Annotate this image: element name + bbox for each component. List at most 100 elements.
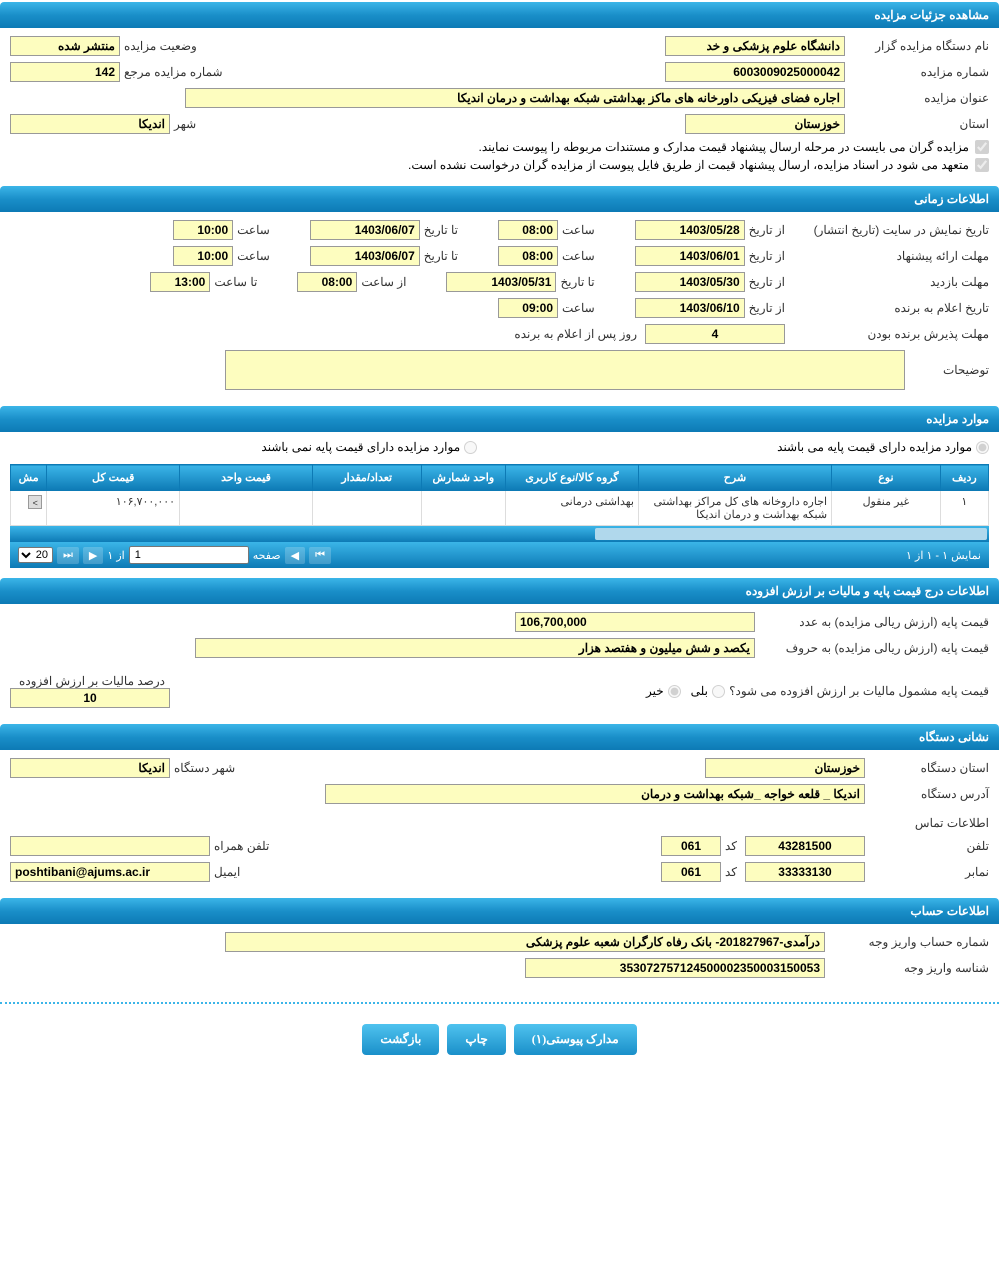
th-unit-price: قیمت واحد <box>180 465 313 491</box>
accept-suffix: روز پس از اعلام به برنده <box>514 327 637 341</box>
code-label-2: کد <box>725 865 737 879</box>
cell-unit-price <box>180 491 313 526</box>
offer-from-h: 08:00 <box>498 246 558 266</box>
vat-pct-label: درصد مالیات بر ارزش افزوده <box>14 674 170 688</box>
city-value: اندیکا <box>10 114 170 134</box>
visit-to: 1403/05/31 <box>446 272 556 292</box>
pager-first-icon[interactable]: ⏮ <box>309 547 331 564</box>
hour-label-5: ساعت <box>562 301 595 315</box>
fax-code: 061 <box>661 862 721 882</box>
org-value: دانشگاه علوم پزشکی و خد <box>665 36 845 56</box>
acc-value: درآمدی-201827967- بانک رفاه کارگران شعبه… <box>225 932 825 952</box>
mobile-label: تلفن همراه <box>214 839 269 853</box>
th-type: نوع <box>832 465 941 491</box>
vat-q-label: قیمت پایه مشمول مالیات بر ارزش افزوده می… <box>729 684 989 698</box>
pager-page-label: صفحه <box>253 549 281 562</box>
accid-value: 353072757124500002350003150053 <box>525 958 825 978</box>
hour-label-2: ساعت <box>237 223 270 237</box>
radio-no-label: موارد مزایده دارای قیمت پایه نمی باشند <box>261 440 460 454</box>
section-header-details: مشاهده جزئیات مزایده <box>0 2 999 28</box>
cell-type: غیر منقول <box>832 491 941 526</box>
winner-label: تاریخ اعلام به برنده <box>789 301 989 315</box>
section-header-items: موارد مزایده <box>0 406 999 432</box>
cell-desc: اجاره داروخانه های کل مراکز بهداشتی شبکه… <box>638 491 831 526</box>
offer-from: 1403/06/01 <box>635 246 745 266</box>
display-from: 1403/05/28 <box>635 220 745 240</box>
button-row: مدارک پیوستی(۱) چاپ بازگشت <box>0 1014 999 1065</box>
cell-n: ۱ <box>940 491 988 526</box>
section-body-org: استان دستگاه خوزستان شهر دستگاه اندیکا آ… <box>0 750 999 896</box>
winner-date: 1403/06/10 <box>635 298 745 318</box>
section-body-details: نام دستگاه مزایده گزار دانشگاه علوم پزشک… <box>0 28 999 184</box>
radio-has-base <box>976 441 989 454</box>
winner-h: 09:00 <box>498 298 558 318</box>
cell-qty <box>312 491 421 526</box>
from-label-2: از تاریخ <box>749 249 785 263</box>
accept-days: 4 <box>645 324 785 344</box>
section-header-org: نشانی دستگاه <box>0 724 999 750</box>
cell-more[interactable]: > <box>11 491 47 526</box>
org-province: خوزستان <box>705 758 865 778</box>
desc-field <box>225 350 905 390</box>
display-to-h: 10:00 <box>173 220 233 240</box>
price-text-label: قیمت پایه (ارزش ریالی مزایده) به حروف <box>759 641 989 655</box>
num-value: 6003009025000042 <box>665 62 845 82</box>
contact-title: اطلاعات تماس <box>869 816 989 830</box>
section-body-time: تاریخ نمایش در سایت (تاریخ انتشار) از تا… <box>0 212 999 404</box>
offer-to: 1403/06/07 <box>310 246 420 266</box>
th-desc: شرح <box>638 465 831 491</box>
email-label: ایمیل <box>214 865 240 879</box>
table-row[interactable]: ۱ غیر منقول اجاره داروخانه های کل مراکز … <box>11 491 989 526</box>
attachments-button[interactable]: مدارک پیوستی(۱) <box>514 1024 637 1055</box>
check1-text: مزایده گران می بایست در مرحله ارسال پیشن… <box>479 140 969 154</box>
to-label-1: تا تاریخ <box>424 223 458 237</box>
check2-text: متعهد می شود در اسناد مزایده، ارسال پیشن… <box>408 158 969 172</box>
th-row: ردیف <box>940 465 988 491</box>
pager: نمایش ۱ - ۱ از ۱ ⏮ ◀ صفحه از ۱ ▶ ⏭ 20 <box>10 542 989 568</box>
print-button[interactable]: چاپ <box>447 1024 505 1055</box>
city-label: شهر <box>174 117 196 131</box>
status-value: منتشر شده <box>10 36 120 56</box>
pager-prev-icon[interactable]: ◀ <box>285 547 305 564</box>
visit-from-h: 08:00 <box>297 272 357 292</box>
org-province-label: استان دستگاه <box>869 761 989 775</box>
pager-page-input[interactable] <box>129 546 249 564</box>
phone-value: 43281500 <box>745 836 865 856</box>
display-label: تاریخ نمایش در سایت (تاریخ انتشار) <box>789 223 989 237</box>
vat-no-radio <box>668 685 681 698</box>
from-hour-label: از ساعت <box>361 275 406 289</box>
th-group: گروه کالا/نوع کاربری <box>506 465 639 491</box>
price-num-label: قیمت پایه (ارزش ریالی مزایده) به عدد <box>759 615 989 629</box>
ref-label: شماره مزایده مرجع <box>124 65 223 79</box>
to-label-2: تا تاریخ <box>424 249 458 263</box>
status-label: وضعیت مزایده <box>124 39 197 53</box>
province-value: خوزستان <box>685 114 845 134</box>
offer-to-h: 10:00 <box>173 246 233 266</box>
pager-size-select[interactable]: 20 <box>18 547 53 563</box>
hour-label-1: ساعت <box>562 223 595 237</box>
price-num-value: 106,700,000 <box>515 612 755 632</box>
back-button[interactable]: بازگشت <box>362 1024 439 1055</box>
radio-no-base <box>464 441 477 454</box>
horizontal-scrollbar[interactable] <box>10 526 989 542</box>
items-table: ردیف نوع شرح گروه کالا/نوع کاربری واحد ش… <box>10 464 989 526</box>
check1-box <box>975 140 989 154</box>
from-label-1: از تاریخ <box>749 223 785 237</box>
th-total: قیمت کل <box>47 465 180 491</box>
check2-box <box>975 158 989 172</box>
code-label-1: کد <box>725 839 737 853</box>
th-unit: واحد شمارش <box>421 465 506 491</box>
org-city: اندیکا <box>10 758 170 778</box>
title-value: اجاره فضای فیزیکی داورخانه های ماکز بهدا… <box>185 88 845 108</box>
hour-label-4: ساعت <box>237 249 270 263</box>
pager-of: از ۱ <box>107 549 124 562</box>
pager-last-icon[interactable]: ⏭ <box>57 547 79 564</box>
visit-label: مهلت بازدید <box>789 275 989 289</box>
fax-label: نمابر <box>869 865 989 879</box>
ref-value: 142 <box>10 62 120 82</box>
mobile-value <box>10 836 210 856</box>
pager-next-icon[interactable]: ▶ <box>83 547 103 564</box>
num-label: شماره مزایده <box>849 65 989 79</box>
visit-from: 1403/05/30 <box>635 272 745 292</box>
section-header-account: اطلاعات حساب <box>0 898 999 924</box>
